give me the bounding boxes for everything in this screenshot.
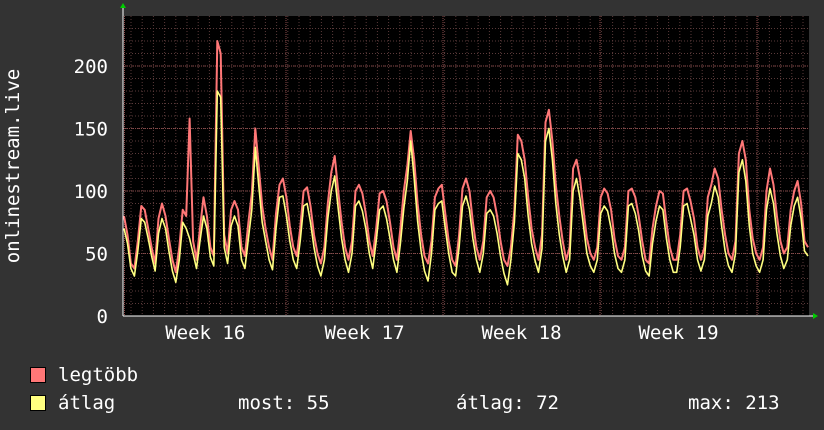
y-axis-label: onlinestream.live — [2, 69, 24, 263]
legend-max-label: legtöbb — [58, 364, 139, 386]
legend-avg-label: átlag — [58, 392, 116, 414]
y-tick-label: 150 — [74, 119, 108, 141]
series-line-avg — [123, 90, 809, 286]
x-tick-label: Week 17 — [324, 322, 404, 344]
legend-item-avg: átlag — [30, 390, 115, 416]
x-tick-label: Week 16 — [165, 322, 245, 344]
axes — [120, 3, 818, 319]
y-tick-label: 50 — [85, 244, 108, 266]
y-axis-arrow — [120, 3, 126, 8]
legend-item-max: legtöbb — [30, 362, 138, 388]
x-tick-label: Week 18 — [481, 322, 561, 344]
x-tick-label: Week 19 — [638, 322, 718, 344]
y-ticks: 0 50 100 150 200 — [74, 56, 108, 328]
max-swatch — [30, 367, 46, 383]
avg-swatch — [30, 395, 46, 411]
x-axis-arrow — [813, 313, 818, 319]
series-line-max — [123, 40, 809, 274]
series-group — [123, 40, 809, 286]
grid — [123, 16, 809, 317]
y-tick-label: 0 — [97, 306, 108, 328]
stat-now: most: 55 — [238, 392, 330, 414]
x-ticks: Week 16 Week 17 Week 18 Week 19 — [165, 322, 718, 344]
stat-max: max: 213 — [688, 392, 780, 414]
legend: legtöbb átlag most: 55 átlag: 72 max: 21… — [30, 362, 810, 422]
y-tick-label: 200 — [74, 56, 108, 78]
y-tick-label: 100 — [74, 181, 108, 203]
stat-avg: átlag: 72 — [456, 392, 559, 414]
